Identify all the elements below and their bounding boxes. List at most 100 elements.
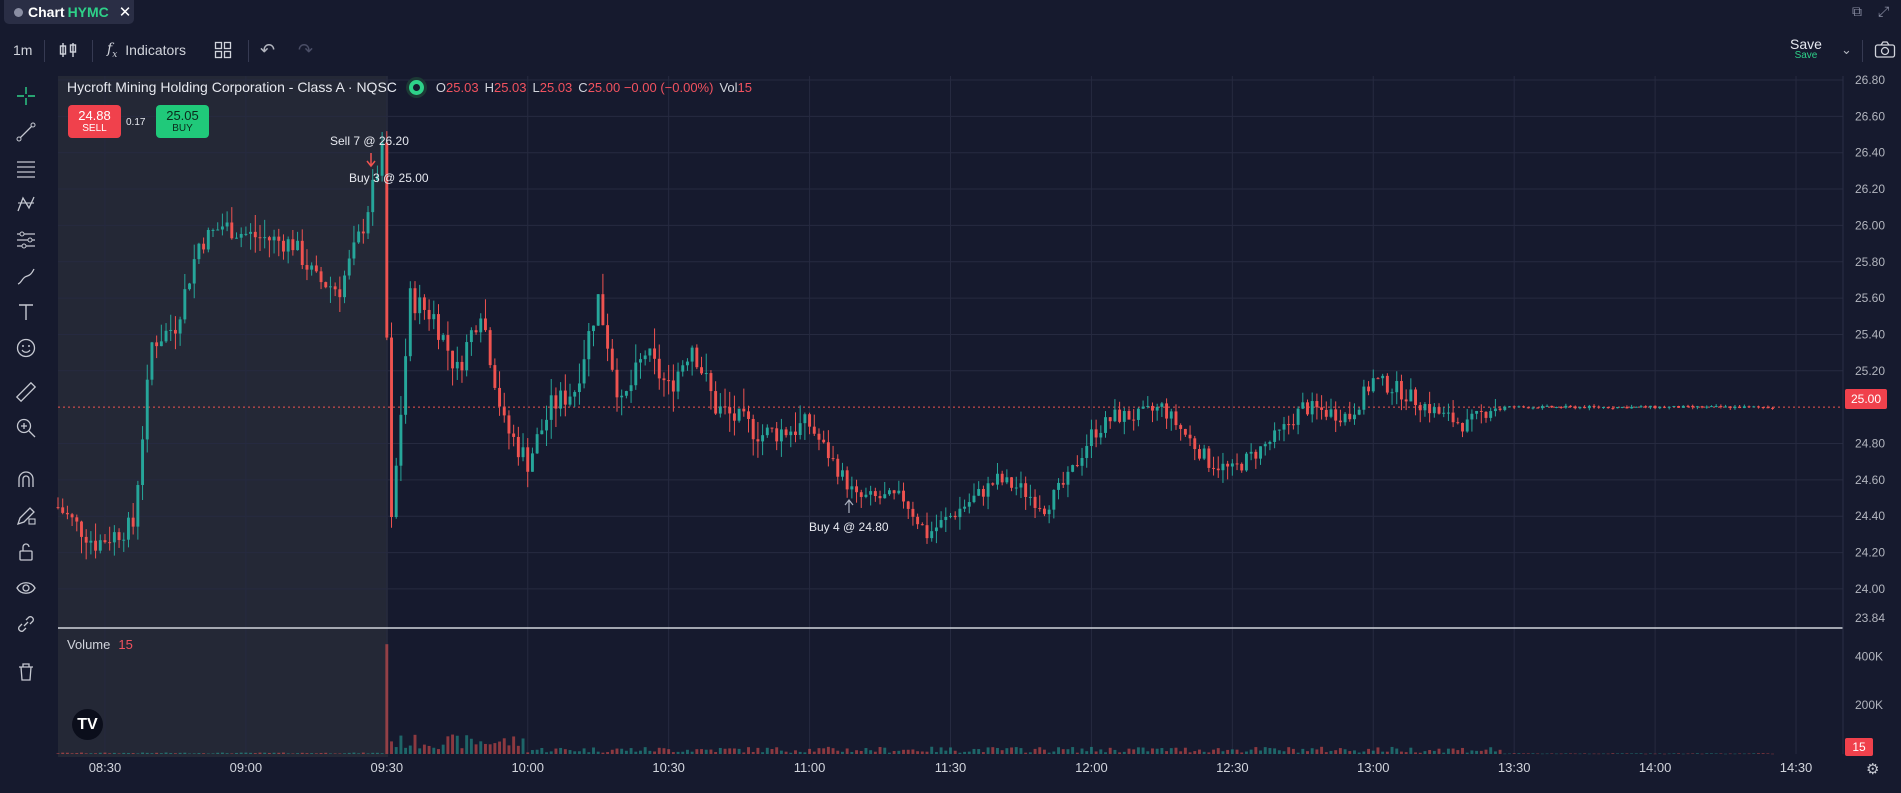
- volume-bar: [643, 747, 647, 754]
- layouts-button[interactable]: [214, 29, 232, 71]
- candle-body: [112, 532, 116, 543]
- measure-tool[interactable]: [13, 379, 39, 405]
- candle-body: [559, 390, 563, 409]
- sell-order-annotation[interactable]: Sell 7 @ 26.20: [330, 134, 409, 148]
- save-button[interactable]: Save Save: [1790, 36, 1822, 61]
- interval-button[interactable]: 1m: [13, 42, 33, 58]
- buy-order-annotation[interactable]: Buy 4 @ 24.80: [809, 520, 889, 534]
- volume-bar: [681, 751, 685, 754]
- crosshair-tool[interactable]: [13, 83, 39, 109]
- zoom-tool[interactable]: [13, 415, 39, 441]
- buy-order-annotation[interactable]: Buy 3 @ 25.00: [349, 171, 429, 185]
- volume-bar: [756, 747, 760, 754]
- redo-button[interactable]: ↷: [298, 29, 313, 71]
- close-icon[interactable]: ✕: [118, 4, 132, 21]
- candle-body: [1677, 405, 1681, 408]
- stay-in-drawing-tool[interactable]: [13, 503, 39, 529]
- volume-bar: [530, 750, 534, 754]
- volume-bar: [1695, 753, 1699, 754]
- candle-body: [822, 439, 826, 443]
- candle-body: [817, 433, 821, 440]
- volume-bar: [1432, 750, 1436, 754]
- link-tool[interactable]: [13, 611, 39, 637]
- volume-bar: [169, 753, 173, 754]
- buy-button[interactable]: 25.05 BUY: [156, 105, 209, 138]
- symbol-legend: Hycroft Mining Holding Corporation - Cla…: [67, 79, 758, 95]
- candle-body: [1193, 438, 1197, 450]
- popout-icon[interactable]: ⧉: [1852, 3, 1862, 19]
- last-volume-tag: 15: [1845, 738, 1873, 756]
- candle-body: [1672, 405, 1676, 407]
- volume-pane-value: 15: [118, 637, 133, 652]
- candle-body: [812, 426, 816, 434]
- tradingview-logo[interactable]: TV: [72, 709, 103, 740]
- candle-body: [1052, 489, 1056, 510]
- price-axis-label: 24.80: [1855, 437, 1885, 451]
- candle-body: [939, 520, 943, 528]
- chart-type-button[interactable]: [58, 29, 78, 71]
- tab-chart[interactable]: Chart HYMC ✕: [4, 0, 134, 24]
- volume-bar: [709, 749, 713, 754]
- candle-body: [1442, 412, 1446, 414]
- pattern-tool[interactable]: [13, 191, 39, 217]
- trendline-tool[interactable]: [13, 119, 39, 145]
- candle-body: [1686, 405, 1690, 407]
- lock-tool[interactable]: [13, 539, 39, 565]
- volume-bar: [1644, 753, 1648, 755]
- remove-drawings-tool[interactable]: [13, 659, 39, 685]
- candle-body: [493, 365, 497, 388]
- hide-tool[interactable]: [13, 575, 39, 601]
- volume-bar: [1531, 753, 1535, 754]
- sell-button[interactable]: 24.88 SELL: [68, 105, 121, 138]
- low-value: 25.03: [539, 79, 573, 95]
- candle-body: [1306, 402, 1309, 415]
- symbol-title[interactable]: Hycroft Mining Holding Corporation - Cla…: [67, 79, 397, 95]
- save-dropdown-button[interactable]: ⌄: [1841, 29, 1852, 71]
- volume-bar: [582, 748, 586, 754]
- volume-bar: [498, 741, 502, 754]
- ruler-icon: [15, 381, 37, 403]
- candle-body: [981, 488, 985, 497]
- candle-body: [1465, 419, 1469, 432]
- volume-bar: [235, 752, 238, 754]
- candle-body: [826, 442, 830, 459]
- candle-body: [1583, 407, 1587, 409]
- volume-legend[interactable]: Volume 15: [67, 637, 133, 652]
- volume-bar: [1404, 752, 1408, 754]
- candle-body: [418, 297, 422, 314]
- volume-bar: [380, 753, 384, 754]
- open-label: O: [435, 79, 447, 95]
- candle-body: [1385, 375, 1389, 393]
- fullscreen-icon[interactable]: ⤢: [1878, 3, 1890, 19]
- emoji-tool[interactable]: [13, 335, 39, 361]
- magnet-tool[interactable]: [13, 467, 39, 493]
- trash-icon: [19, 663, 33, 681]
- buy-arrow-icon: [844, 499, 854, 513]
- redo-icon: ↷: [298, 39, 314, 60]
- volume-bar: [1601, 753, 1605, 755]
- candle-body: [761, 435, 765, 442]
- brush-icon: [17, 268, 35, 285]
- brush-tool[interactable]: [13, 263, 39, 289]
- price-axis-label: 23.84: [1855, 611, 1885, 625]
- candle-body: [1719, 406, 1723, 408]
- volume-bar: [422, 744, 426, 754]
- volume-bar: [1592, 753, 1596, 755]
- fx-icon: fx: [107, 40, 118, 60]
- fib-tool[interactable]: [13, 155, 39, 181]
- volume-pane-label: Volume: [67, 637, 111, 652]
- candle-body: [709, 373, 713, 392]
- indicators-button[interactable]: fx Indicators: [107, 29, 186, 71]
- candle-body: [375, 175, 379, 180]
- undo-button[interactable]: ↶: [260, 29, 275, 71]
- snapshot-button[interactable]: [1874, 29, 1896, 71]
- volume-bar: [371, 752, 375, 754]
- volume-bar: [56, 753, 60, 754]
- volume-bar: [1320, 746, 1324, 754]
- candle-body: [1648, 405, 1652, 408]
- settings-icon[interactable]: ⚙: [1866, 761, 1880, 778]
- text-tool[interactable]: [13, 299, 39, 325]
- prediction-tool[interactable]: [13, 227, 39, 253]
- candle-body: [1024, 483, 1028, 497]
